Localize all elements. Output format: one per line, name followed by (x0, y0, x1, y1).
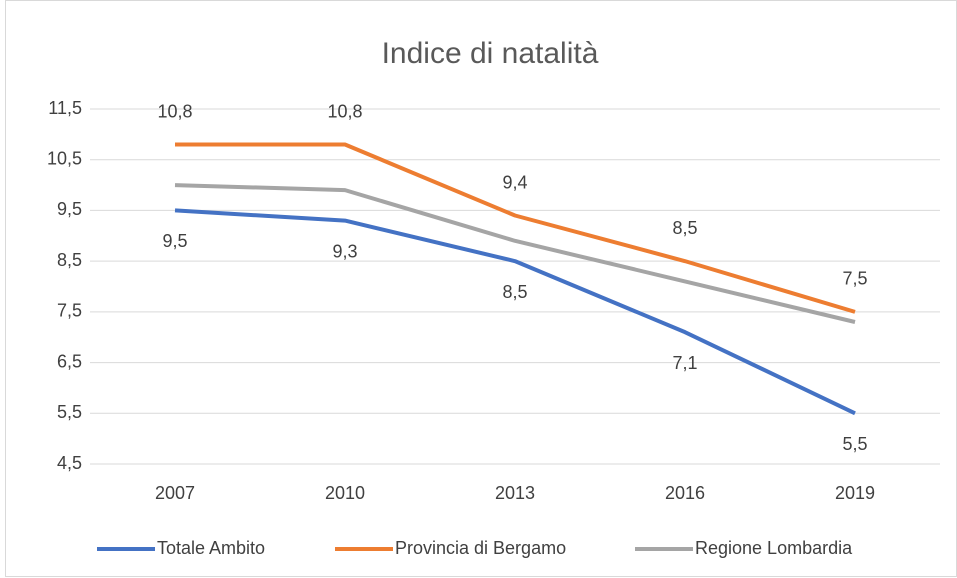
data-label: 5,5 (842, 434, 867, 454)
y-tick-label: 5,5 (57, 402, 82, 422)
x-tick-label: 2016 (665, 483, 705, 503)
y-tick-label: 10,5 (47, 148, 82, 168)
legend-label: Totale Ambito (157, 538, 265, 558)
y-tick-label: 6,5 (57, 351, 82, 371)
legend-label: Provincia di Bergamo (395, 538, 566, 558)
series-line (174, 208, 856, 416)
legend-label: Regione Lombardia (695, 538, 853, 558)
y-tick-label: 11,5 (48, 98, 82, 118)
data-label: 8,5 (502, 282, 527, 302)
x-tick-label: 2019 (835, 483, 875, 503)
data-label: 9,4 (502, 172, 527, 192)
data-label: 7,1 (672, 353, 697, 373)
y-tick-label: 4,5 (57, 453, 82, 473)
x-tick-label: 2010 (325, 483, 365, 503)
x-tick-label: 2013 (495, 483, 535, 503)
x-tick-label: 2007 (155, 483, 195, 503)
chart-border (5, 0, 957, 577)
data-label: 9,3 (332, 241, 357, 261)
data-label: 7,5 (842, 269, 867, 289)
data-label: 10,8 (157, 101, 192, 121)
data-label: 10,8 (327, 101, 362, 121)
series-line (174, 183, 856, 324)
y-tick-label: 9,5 (57, 199, 82, 219)
series-line (175, 142, 856, 314)
y-tick-label: 8,5 (57, 250, 82, 270)
chart-title: Indice di natalità (382, 37, 599, 70)
y-tick-label: 7,5 (57, 301, 82, 321)
data-label: 8,5 (672, 218, 697, 238)
data-label: 9,5 (162, 231, 187, 251)
